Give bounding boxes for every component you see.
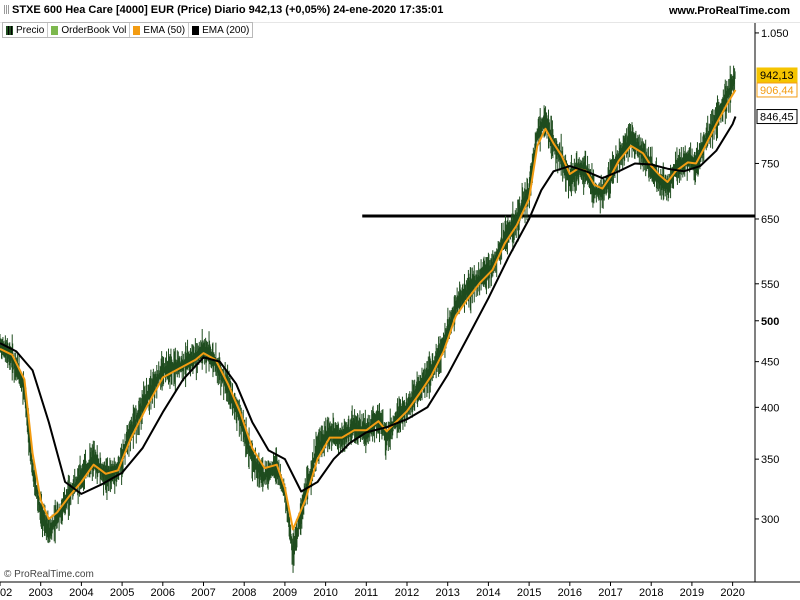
legend-item-orderbook-vol[interactable]: OrderBook Vol — [48, 23, 131, 37]
x-tick-label: 2019 — [680, 587, 704, 599]
x-tick-label: 2018 — [639, 587, 663, 599]
price-label: 942,13 — [760, 70, 794, 82]
x-tick-label: 2016 — [558, 587, 582, 599]
site-link[interactable]: www.ProRealTime.com — [668, 5, 790, 17]
watermark: © ProRealTime.com — [4, 569, 94, 580]
x-tick-label: 2013 — [435, 587, 459, 599]
legend-item-ema-50[interactable]: EMA (50) — [130, 23, 190, 37]
x-tick-label: 2010 — [313, 587, 337, 599]
x-tick-label: 2011 — [354, 587, 378, 599]
drag-handle-icon[interactable] — [4, 5, 9, 14]
y-tick-label: 750 — [761, 158, 779, 170]
chart-title-text: STXE 600 Hea Care [4000] EUR (Price) Dia… — [12, 4, 444, 16]
x-tick-label: 2007 — [191, 587, 215, 599]
y-tick-label: 450 — [761, 357, 779, 369]
x-tick-label: 2003 — [28, 587, 52, 599]
y-tick-label: 400 — [761, 402, 779, 414]
price-label-box — [756, 82, 798, 98]
y-tick-label: 650 — [761, 214, 779, 226]
price-label: 846,45 — [760, 112, 794, 124]
ema-line-icon — [192, 25, 200, 35]
x-tick-label: 2002 — [0, 587, 12, 599]
legend-item-precio[interactable]: Precio — [3, 23, 49, 37]
x-tick-label: 2014 — [476, 587, 500, 599]
x-tick-label: 2004 — [69, 587, 93, 599]
x-tick-label: 2012 — [395, 587, 419, 599]
price-label: 906,44 — [760, 85, 794, 97]
x-tick-label: 2017 — [598, 587, 622, 599]
ema-line-icon — [133, 25, 141, 35]
y-tick-label: 350 — [761, 454, 779, 466]
x-tick-label: 2015 — [517, 587, 541, 599]
y-tick-label: 300 — [761, 514, 779, 526]
x-tick-label: 2020 — [720, 587, 744, 599]
title-bar: STXE 600 Hea Care [4000] EUR (Price) Dia… — [0, 0, 800, 23]
x-tick-label: 2008 — [232, 587, 256, 599]
legend: Precio OrderBook Vol EMA (50) EMA (200) — [2, 22, 254, 38]
y-tick-label: 550 — [761, 279, 779, 291]
x-tick-label: 2006 — [151, 587, 175, 599]
price-label-box — [756, 67, 798, 83]
price-bars — [0, 65, 736, 573]
legend-item-ema-200[interactable]: EMA (200) — [189, 23, 252, 37]
ema200-line — [0, 116, 737, 495]
x-tick-label: 2005 — [110, 587, 134, 599]
y-tick-label: 500 — [761, 316, 779, 328]
volume-icon — [51, 25, 59, 35]
chart-title: STXE 600 Hea Care [4000] EUR (Price) Dia… — [4, 4, 443, 16]
bar-series-icon — [6, 25, 13, 35]
x-tick-label: 2009 — [273, 587, 297, 599]
price-label-box — [756, 109, 798, 125]
y-tick-label: 1.050 — [761, 28, 789, 40]
